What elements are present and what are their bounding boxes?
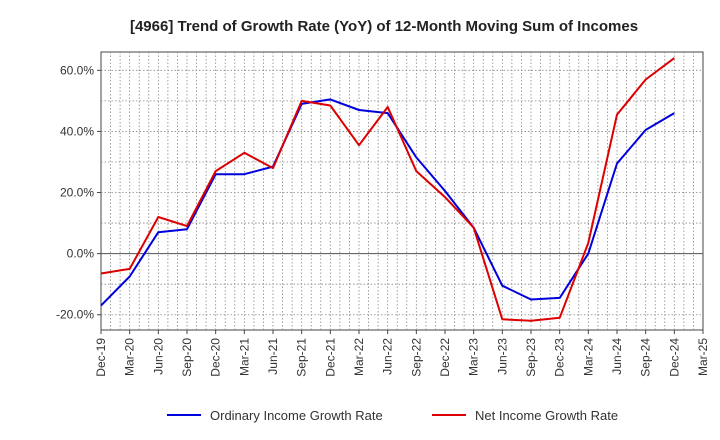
x-tick-label: Sep-21 <box>295 338 309 377</box>
series-line-net-income <box>100 57 675 322</box>
chart-title: [4966] Trend of Growth Rate (YoY) of 12-… <box>130 18 638 35</box>
x-tick-label: Mar-22 <box>352 338 366 376</box>
x-tick-label: Sep-20 <box>180 338 194 377</box>
legend-label: Ordinary Income Growth Rate <box>210 408 383 423</box>
plot-area <box>100 51 704 331</box>
x-tick-label: Dec-19 <box>94 338 108 377</box>
y-tick-label: 0.0% <box>67 247 95 261</box>
y-axis: -20.0% 0.0% 20.0% 40.0% 60.0% <box>56 63 101 322</box>
series-lines <box>100 57 675 322</box>
legend-label: Net Income Growth Rate <box>475 408 618 423</box>
x-tick-label: Dec-24 <box>667 338 681 377</box>
x-tick-label: Sep-23 <box>524 338 538 377</box>
x-tick-label: Sep-24 <box>639 338 653 377</box>
x-tick-label: Jun-22 <box>381 338 395 375</box>
x-tick-label: Dec-22 <box>438 338 452 377</box>
grid-lines <box>101 52 703 330</box>
x-tick-label: Mar-25 <box>696 338 710 376</box>
y-tick-label: 20.0% <box>60 186 94 200</box>
x-tick-label: Jun-24 <box>610 338 624 375</box>
x-tick-label: Mar-21 <box>237 338 251 376</box>
x-tick-label: Dec-23 <box>553 338 567 377</box>
x-axis: Dec-19 Mar-20 Jun-20 Sep-20 Dec-20 Mar-21 Jun-… <box>94 330 710 377</box>
x-tick-label: Mar-23 <box>467 338 481 376</box>
x-tick-label: Mar-20 <box>123 338 137 376</box>
x-tick-label: Sep-22 <box>409 338 423 377</box>
x-tick-label: Dec-21 <box>323 338 337 377</box>
legend: Ordinary Income Growth Rate Net Income Gr… <box>167 408 618 423</box>
x-tick-label: Mar-24 <box>581 338 595 376</box>
x-tick-label: Jun-20 <box>151 338 165 375</box>
y-tick-label: 60.0% <box>60 63 94 77</box>
y-tick-label: 40.0% <box>60 124 94 138</box>
y-tick-label: -20.0% <box>56 308 94 322</box>
plot-frame <box>100 51 704 331</box>
x-tick-label: Dec-20 <box>209 338 223 377</box>
x-tick-label: Jun-23 <box>495 338 509 375</box>
x-tick-label: Jun-21 <box>266 338 280 375</box>
